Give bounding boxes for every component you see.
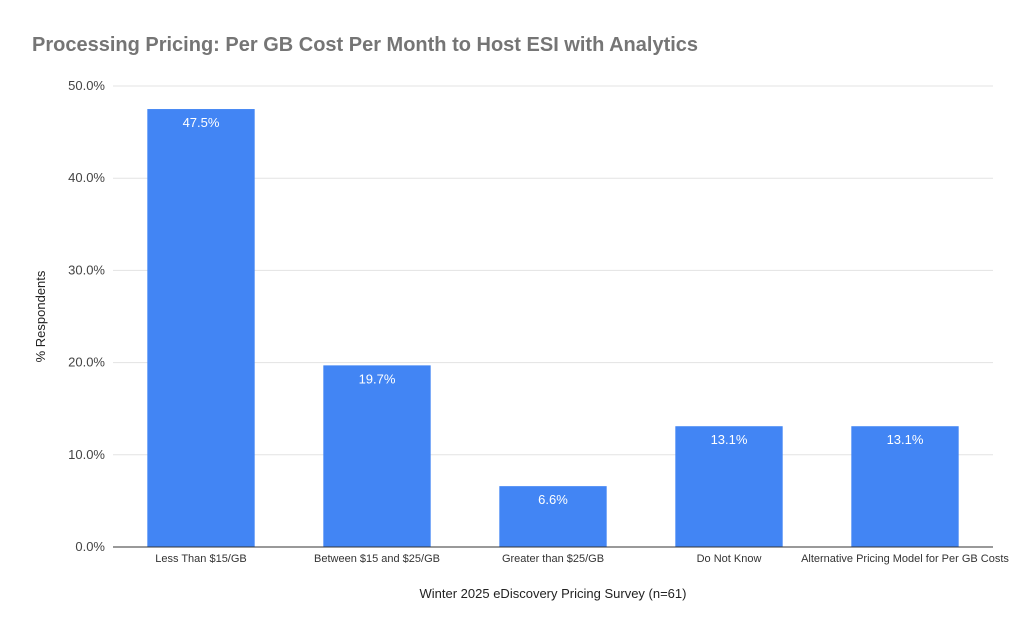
y-tick-label: 10.0% bbox=[68, 447, 105, 462]
bars bbox=[147, 109, 959, 548]
bar-value-label: 6.6% bbox=[538, 492, 568, 507]
bar bbox=[851, 426, 959, 547]
chart-title: Processing Pricing: Per GB Cost Per Mont… bbox=[32, 34, 698, 56]
bar-value-label: 13.1% bbox=[887, 432, 924, 447]
x-category-label: Do Not Know bbox=[697, 553, 762, 565]
bar bbox=[675, 426, 783, 547]
bar-value-label: 13.1% bbox=[711, 432, 748, 447]
bar-value-label: 19.7% bbox=[359, 371, 396, 386]
gridlines bbox=[113, 85, 993, 456]
bar-value-label: 47.5% bbox=[183, 115, 220, 130]
y-axis-ticks: 0.0% 10.0% 20.0% 30.0% 40.0% 50.0% bbox=[68, 78, 105, 554]
x-category-label: Greater than $25/GB bbox=[502, 553, 604, 565]
bar bbox=[147, 109, 255, 548]
bar bbox=[323, 365, 431, 547]
y-axis-label: % Respondents bbox=[33, 270, 48, 362]
y-tick-label: 20.0% bbox=[68, 355, 105, 370]
data-labels: 47.5% 19.7% 6.6% 13.1% 13.1% bbox=[183, 115, 924, 507]
y-tick-label: 50.0% bbox=[68, 78, 105, 93]
x-category-label: Between $15 and $25/GB bbox=[314, 553, 440, 565]
y-tick-label: 0.0% bbox=[75, 539, 105, 554]
x-category-label: Less Than $15/GB bbox=[155, 553, 247, 565]
bar bbox=[499, 486, 607, 547]
y-tick-label: 30.0% bbox=[68, 262, 105, 277]
x-axis-categories: Less Than $15/GB Between $15 and $25/GB Gr… bbox=[155, 553, 1009, 565]
x-axis-label: Winter 2025 eDiscovery Pricing Survey (n… bbox=[420, 586, 687, 601]
y-tick-label: 40.0% bbox=[68, 170, 105, 185]
x-category-label: Alternative Pricing Model for Per GB Cos… bbox=[801, 553, 1009, 565]
